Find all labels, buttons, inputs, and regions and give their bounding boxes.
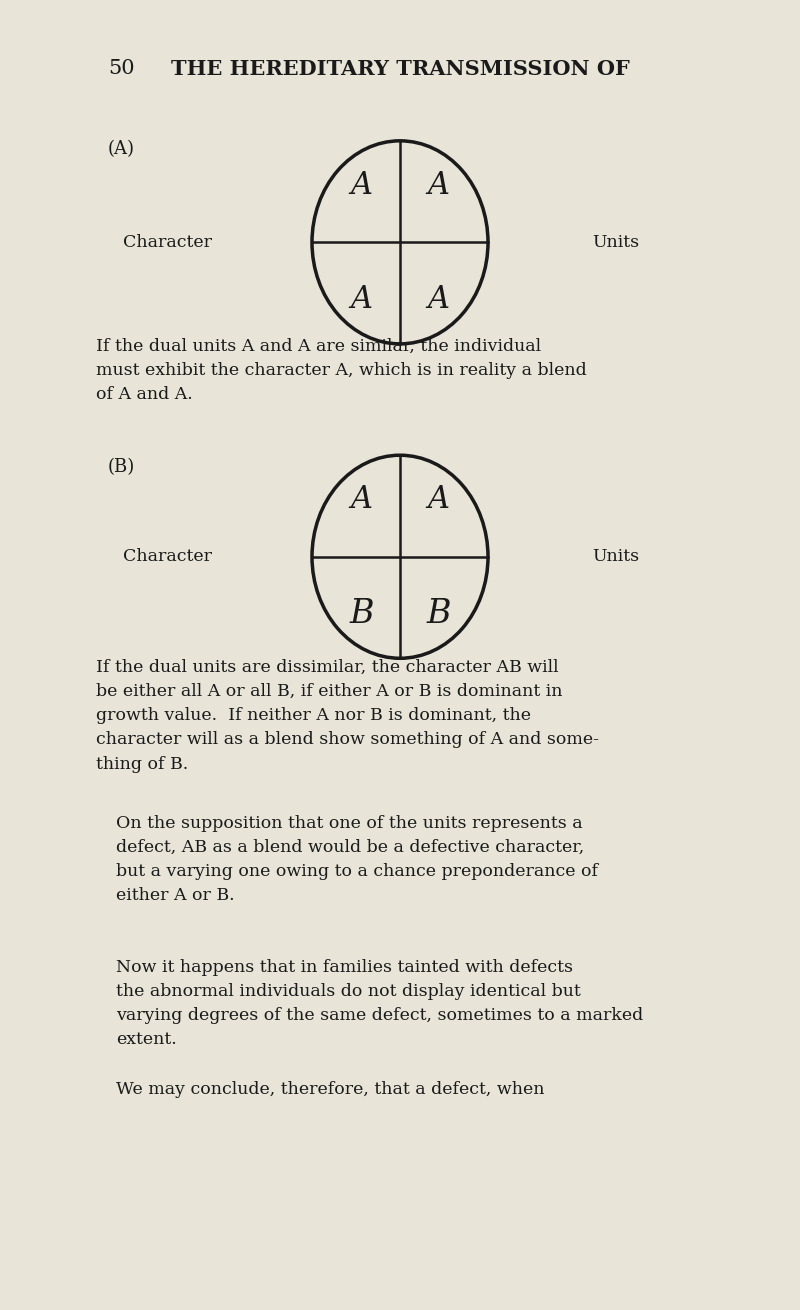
Text: A: A <box>350 485 372 515</box>
Text: THE HEREDITARY TRANSMISSION OF: THE HEREDITARY TRANSMISSION OF <box>170 59 630 79</box>
Text: A: A <box>350 170 372 200</box>
Text: On the supposition that one of the units represents a
defect, AB as a blend woul: On the supposition that one of the units… <box>116 815 598 904</box>
Text: B: B <box>426 597 451 630</box>
Text: We may conclude, therefore, that a defect, when: We may conclude, therefore, that a defec… <box>116 1081 545 1098</box>
Text: 50: 50 <box>108 59 134 79</box>
Text: Character: Character <box>123 549 212 565</box>
Text: B: B <box>349 597 374 630</box>
Text: Now it happens that in families tainted with defects
the abnormal individuals do: Now it happens that in families tainted … <box>116 959 643 1048</box>
Text: (A): (A) <box>108 140 135 159</box>
Text: If the dual units A and A are similar, the individual
must exhibit the character: If the dual units A and A are similar, t… <box>96 338 586 403</box>
Text: A: A <box>350 284 372 314</box>
Text: Character: Character <box>123 234 212 250</box>
Text: A: A <box>428 485 450 515</box>
Text: A: A <box>428 170 450 200</box>
Text: A: A <box>428 284 450 314</box>
Text: If the dual units are dissimilar, the character AB will
be either all A or all B: If the dual units are dissimilar, the ch… <box>96 659 599 773</box>
Text: Units: Units <box>592 549 639 565</box>
Text: (B): (B) <box>108 458 135 477</box>
Text: Units: Units <box>592 234 639 250</box>
